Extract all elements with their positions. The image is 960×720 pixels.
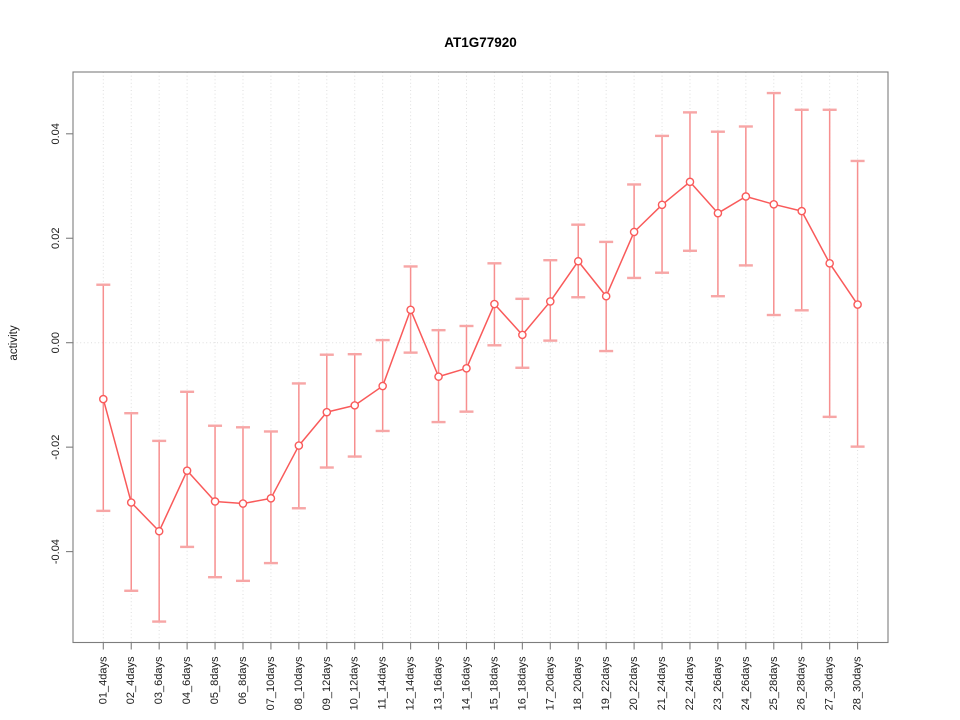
x-tick-label: 03_6days xyxy=(153,656,165,704)
data-point xyxy=(657,200,667,210)
data-point xyxy=(825,259,834,268)
x-tick-label: 09_12days xyxy=(321,656,333,710)
y-axis-label: activity xyxy=(8,325,20,360)
x-tick-label: 11_14days xyxy=(377,656,389,710)
x-tick-label: 02_4days xyxy=(125,656,137,704)
x-tick-label: 19_22days xyxy=(600,656,612,710)
x-tick-label: 14_16days xyxy=(460,656,472,710)
y-tick-label: 0.00 xyxy=(50,332,62,353)
data-point xyxy=(99,394,108,404)
data-point xyxy=(797,206,807,216)
data-point xyxy=(126,498,136,507)
x-tick-label: 24_26days xyxy=(740,656,752,710)
x-tick-label: 01_4days xyxy=(97,656,109,704)
x-tick-label: 08_10days xyxy=(293,656,305,710)
plot-border xyxy=(72,71,889,644)
gridlines-group xyxy=(73,72,888,643)
x-tick-label: 20_22days xyxy=(628,656,640,710)
y-tick-label: 0.04 xyxy=(50,123,62,144)
data-point xyxy=(713,208,723,218)
data-point xyxy=(266,494,276,503)
data-point xyxy=(406,305,415,315)
data-point xyxy=(769,200,779,209)
data-point xyxy=(490,299,499,309)
data-point xyxy=(629,227,639,237)
data-point xyxy=(210,497,220,506)
x-tick-label: 27_30days xyxy=(824,656,836,710)
x-tick-label: 28_30days xyxy=(852,656,864,710)
x-tick-label: 05_8days xyxy=(209,656,221,704)
x-tick-label: 23_26days xyxy=(712,656,724,710)
x-tick-label: 06_8days xyxy=(237,656,249,704)
data-point xyxy=(238,499,248,508)
error-bars-group xyxy=(96,91,865,623)
data-point xyxy=(378,381,387,391)
x-tick-label: 22_24days xyxy=(684,656,696,710)
x-tick-label: 18_20days xyxy=(572,656,584,710)
data-point xyxy=(518,330,527,340)
chart-title: AT1G77920 xyxy=(444,35,517,50)
axes-group: -0.04 -0.02 0.00 0.02 0.04 01_4days 02_4days 03… xyxy=(50,71,889,710)
data-point xyxy=(182,466,192,475)
x-tick-label: 15_18days xyxy=(488,656,500,710)
x-tick-label: 16_18days xyxy=(516,656,528,710)
x-tick-label: 21_24days xyxy=(656,656,668,710)
data-point xyxy=(545,297,555,306)
x-tick-label: 10_12days xyxy=(349,656,361,710)
data-point xyxy=(741,192,751,201)
series-line-group xyxy=(102,181,859,532)
data-point xyxy=(322,407,332,417)
x-tick-label: 26_28days xyxy=(796,656,808,710)
x-tick-label: 07_10days xyxy=(265,656,277,710)
x-tick-label: 12_14days xyxy=(405,656,417,710)
y-tick-label: -0.02 xyxy=(50,435,62,460)
data-point xyxy=(573,256,583,266)
data-point xyxy=(462,363,471,373)
y-tick-label: 0.02 xyxy=(50,228,62,249)
data-point xyxy=(601,291,611,301)
x-tick-label: 04_6days xyxy=(181,656,193,704)
data-point xyxy=(685,177,695,187)
y-tick-label: -0.04 xyxy=(50,539,62,564)
data-point xyxy=(434,372,443,381)
x-tick-label: 13_16days xyxy=(433,656,445,710)
data-point xyxy=(294,441,304,450)
x-tick-label: 25_28days xyxy=(768,656,780,710)
data-point xyxy=(154,526,164,536)
x-tick-label: 17_20days xyxy=(544,656,556,710)
data-point xyxy=(350,401,360,410)
series-line xyxy=(102,181,859,532)
data-point xyxy=(853,300,862,309)
data-points-group xyxy=(99,177,862,536)
